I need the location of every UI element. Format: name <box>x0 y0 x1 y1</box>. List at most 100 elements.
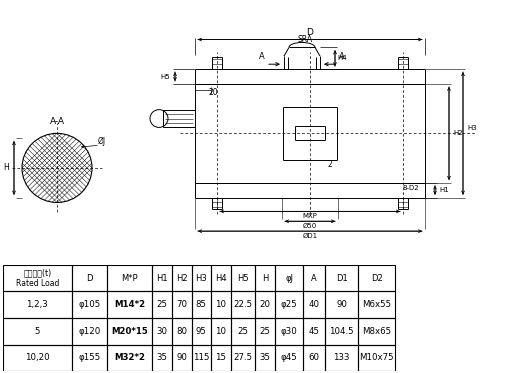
Bar <box>172 345 191 371</box>
Bar <box>191 265 211 291</box>
Text: 25: 25 <box>157 300 167 309</box>
Bar <box>72 291 107 318</box>
Text: M20*15: M20*15 <box>111 327 148 336</box>
Bar <box>303 318 325 345</box>
Text: 85: 85 <box>196 300 207 309</box>
Text: φ25: φ25 <box>281 300 297 309</box>
Text: H5: H5 <box>237 274 249 283</box>
Bar <box>72 318 107 345</box>
Text: M*P: M*P <box>122 274 138 283</box>
Bar <box>211 291 231 318</box>
Text: D: D <box>86 274 93 283</box>
Bar <box>3 318 72 345</box>
Text: 70: 70 <box>176 300 187 309</box>
Text: 8-D2: 8-D2 <box>402 185 419 191</box>
Bar <box>231 291 255 318</box>
Bar <box>72 345 107 371</box>
Text: M10x75: M10x75 <box>359 353 394 362</box>
Text: D2: D2 <box>371 274 383 283</box>
Bar <box>3 291 72 318</box>
Text: 35: 35 <box>259 353 270 362</box>
Bar <box>152 345 172 371</box>
Text: A: A <box>311 274 317 283</box>
Text: H3: H3 <box>196 274 207 283</box>
Bar <box>325 345 358 371</box>
Text: 10,20: 10,20 <box>25 353 50 362</box>
Text: 15: 15 <box>215 353 226 362</box>
Text: 10: 10 <box>215 300 226 309</box>
Bar <box>191 345 211 371</box>
Bar <box>211 345 231 371</box>
Text: SRA: SRA <box>297 35 313 44</box>
Text: 40: 40 <box>308 300 320 309</box>
Text: 115: 115 <box>193 353 210 362</box>
Text: 60: 60 <box>308 353 320 362</box>
Bar <box>72 265 107 291</box>
Bar <box>358 318 395 345</box>
Bar <box>191 291 211 318</box>
Text: 95: 95 <box>196 327 207 336</box>
Text: H2: H2 <box>453 130 463 137</box>
Bar <box>275 265 303 291</box>
Bar <box>231 345 255 371</box>
Text: H4: H4 <box>337 55 347 61</box>
Text: 90: 90 <box>176 353 187 362</box>
Text: 133: 133 <box>333 353 350 362</box>
Bar <box>191 318 211 345</box>
Text: φJ: φJ <box>285 274 293 283</box>
Bar <box>358 265 395 291</box>
Bar <box>255 345 275 371</box>
Bar <box>107 291 152 318</box>
Bar <box>172 318 191 345</box>
Bar <box>303 291 325 318</box>
Bar <box>172 265 191 291</box>
Text: 5: 5 <box>35 327 40 336</box>
Text: M8x65: M8x65 <box>362 327 392 336</box>
Text: 额定载荷(t): 额定载荷(t) <box>23 269 51 278</box>
Bar <box>107 318 152 345</box>
Text: MXP: MXP <box>303 213 317 219</box>
Text: ØD1: ØD1 <box>303 233 318 239</box>
Bar <box>275 345 303 371</box>
Bar <box>231 318 255 345</box>
Bar <box>152 318 172 345</box>
Bar <box>231 265 255 291</box>
Bar <box>255 318 275 345</box>
Bar <box>255 265 275 291</box>
Text: Rated Load: Rated Load <box>16 279 59 288</box>
Text: 20: 20 <box>259 300 270 309</box>
Text: M6x55: M6x55 <box>362 300 392 309</box>
Bar <box>211 265 231 291</box>
Text: ØJ: ØJ <box>98 137 106 146</box>
Text: φ105: φ105 <box>79 300 101 309</box>
Text: H1: H1 <box>157 274 168 283</box>
Text: 45: 45 <box>308 327 320 336</box>
Text: 22.5: 22.5 <box>233 300 253 309</box>
Text: H1: H1 <box>439 187 449 193</box>
Text: 2: 2 <box>328 160 332 169</box>
Bar <box>3 265 72 291</box>
Text: A: A <box>259 52 265 61</box>
Text: A: A <box>339 52 345 61</box>
Text: 90: 90 <box>336 300 347 309</box>
Text: 35: 35 <box>157 353 167 362</box>
Bar <box>303 265 325 291</box>
Text: H4: H4 <box>215 274 227 283</box>
Bar <box>152 265 172 291</box>
Text: D: D <box>307 28 314 37</box>
Text: M32*2: M32*2 <box>114 353 145 362</box>
Text: Ø50: Ø50 <box>303 223 317 229</box>
Text: φ45: φ45 <box>281 353 297 362</box>
Text: 80: 80 <box>176 327 187 336</box>
Bar <box>152 291 172 318</box>
Text: H2: H2 <box>176 274 188 283</box>
Bar <box>107 265 152 291</box>
Bar <box>275 291 303 318</box>
Text: φ120: φ120 <box>79 327 101 336</box>
Text: H5: H5 <box>160 73 170 79</box>
Text: 30: 30 <box>157 327 167 336</box>
Text: 104.5: 104.5 <box>329 327 354 336</box>
Text: 10: 10 <box>215 327 226 336</box>
Text: 25: 25 <box>259 327 270 336</box>
Bar <box>325 318 358 345</box>
